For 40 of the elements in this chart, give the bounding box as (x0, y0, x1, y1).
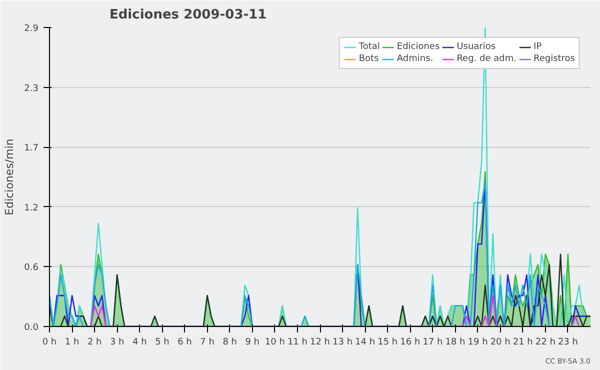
x-tick-label: 4 h (132, 338, 147, 348)
x-tick-label: 18 h (445, 338, 466, 348)
x-tick-label: 23 h (558, 338, 578, 348)
x-tick-label: 6 h (178, 338, 192, 348)
legend-label: Registros (533, 54, 575, 64)
legend-label: Usuarios (456, 42, 496, 52)
x-tick-label: 17 h (422, 338, 443, 348)
y-tick-label: 0.6 (24, 263, 39, 274)
x-tick-label: 1 h (64, 338, 80, 348)
x-tick-label: 21 h (512, 338, 533, 348)
legend-label: IP (533, 42, 543, 52)
y-tick-label: 1.7 (24, 144, 39, 154)
x-tick-label: 19 h (468, 338, 488, 348)
x-tick-label: 15 h (378, 338, 398, 348)
x-tick-label: 12 h (310, 338, 330, 348)
x-tick-label: 9 h (245, 338, 260, 348)
x-tick-label: 22 h (535, 338, 556, 348)
legend-label: Bots (358, 54, 379, 64)
legend-label: Total (358, 42, 380, 52)
y-tick-label: 2.9 (24, 24, 39, 34)
legend-label: Reg. de adm. (456, 54, 516, 64)
x-tick-label: 0 h (42, 338, 57, 348)
y-tick-label: 0.0 (24, 323, 39, 333)
y-tick-label: 1.2 (24, 203, 39, 214)
x-tick-label: 13 h (332, 338, 353, 348)
x-tick-label: 11 h (287, 338, 308, 348)
chart-title: Ediciones 2009-03-11 (110, 8, 267, 22)
legend-label: Admins. (396, 54, 434, 64)
x-tick-label: 3 h (110, 338, 124, 348)
x-tick-label: 16 h (400, 338, 420, 348)
y-axis-title: Ediciones/min (3, 138, 16, 216)
x-tick-label: 8 h (222, 338, 237, 348)
x-tick-label: 14 h (355, 338, 376, 348)
legend-label: Ediciones (396, 42, 440, 52)
x-tick-label: 10 h (264, 338, 285, 348)
x-tick-label: 20 h (490, 338, 510, 348)
x-tick-label: 7 h (200, 338, 214, 348)
y-tick-label: 2.3 (24, 84, 39, 94)
x-tick-label: 5 h (155, 338, 170, 348)
x-tick-label: 2 h (87, 338, 102, 348)
